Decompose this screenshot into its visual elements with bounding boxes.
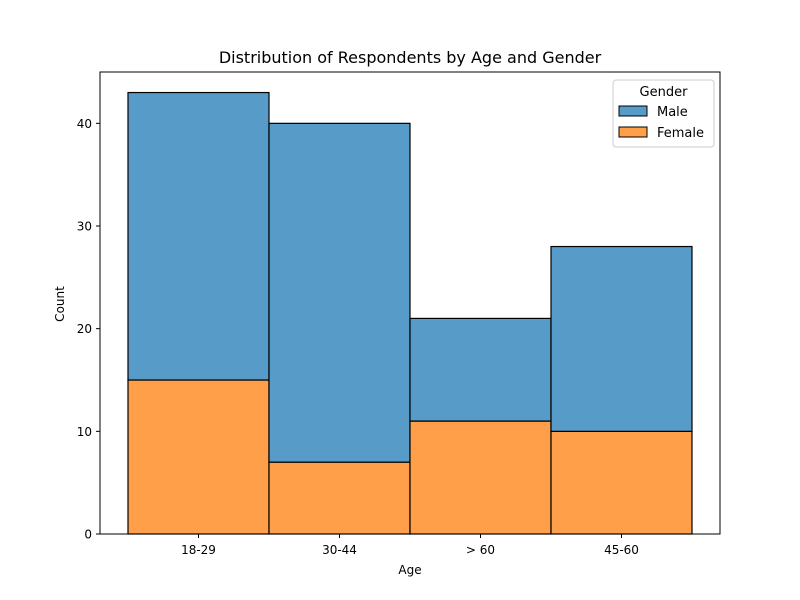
bar-male-0 [127,91,270,381]
y-tick-label: 10 [77,425,92,439]
x-tick-label: 18-29 [181,543,216,557]
bar-male-1 [268,122,411,463]
bar-female-3 [550,430,693,535]
x-axis-label: Age [398,563,421,577]
y-tick-label: 40 [77,117,92,131]
bar-male-3 [550,245,693,432]
y-axis-label: Count [53,286,67,322]
bar-female-0 [127,379,270,535]
legend-label-female: Female [657,126,704,141]
legend-title: Gender [640,85,689,100]
chart-title: Distribution of Respondents by Age and G… [219,48,602,67]
x-tick-label: 30-44 [322,543,357,557]
legend-label-male: Male [657,105,688,120]
y-tick-label: 20 [77,322,92,336]
plot-frame [99,71,721,535]
legend-swatch-male [618,105,648,117]
legend-swatch-female [618,126,648,138]
bar-male-2 [409,317,552,422]
x-tick-label: > 60 [466,543,495,557]
bar-female-1 [268,461,411,535]
x-axis: 18-29 30-44 > 60 45-60 [181,534,639,557]
y-tick-label: 0 [84,528,92,542]
legend: Gender Male Female [612,79,715,148]
x-tick-label: 45-60 [604,543,639,557]
bar-female-2 [409,420,552,535]
bars-layer [127,91,693,535]
y-tick-label: 30 [77,220,92,234]
y-axis: 0 10 20 30 40 [77,117,100,542]
